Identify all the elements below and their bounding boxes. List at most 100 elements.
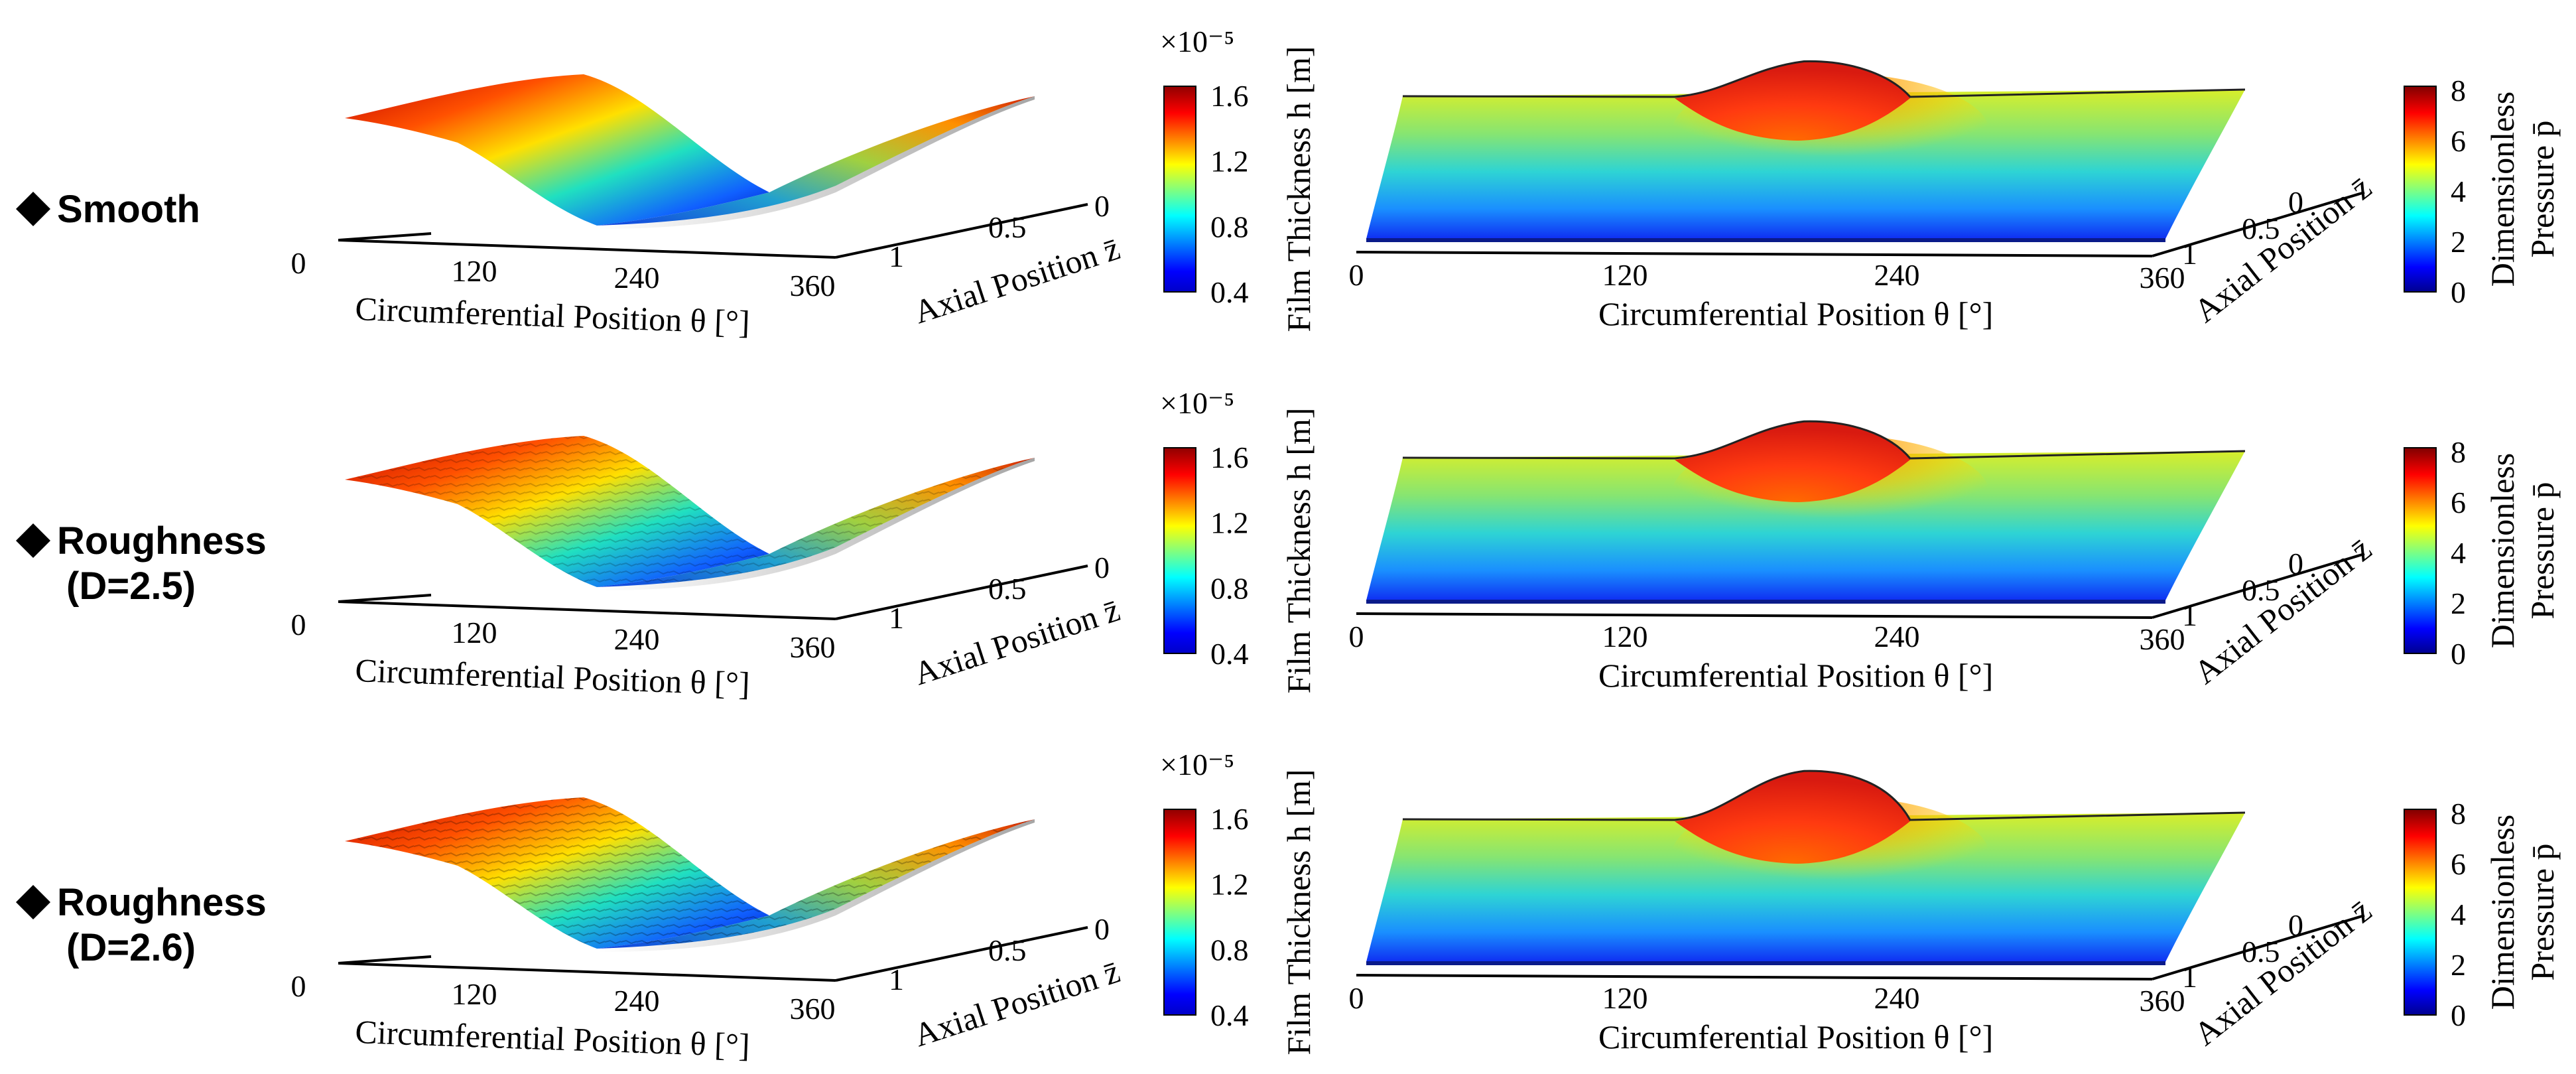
pressure-x-axis-label: Circumferential Position θ [°] bbox=[1598, 1018, 1993, 1055]
film-roughness-texture bbox=[345, 797, 1035, 949]
pressure-z-tick-label: 1 bbox=[2182, 598, 2197, 632]
film-surface-left bbox=[345, 74, 769, 226]
film-x-axis-label: Circumferential Position θ [°] bbox=[355, 290, 751, 341]
film-colorbar-tick: 1.2 bbox=[1210, 145, 1249, 178]
film-x-tick-label: 240 bbox=[614, 261, 660, 295]
pressure-colorbar-label-line2: Pressure p̄ bbox=[2524, 844, 2561, 981]
film-x-tick-label: 120 bbox=[452, 977, 497, 1011]
pressure-x-tick-label: 360 bbox=[2140, 984, 2185, 1018]
film-z-axis-label: Axial Position z̄ bbox=[909, 953, 1124, 1054]
film-z-tick-label: 0 bbox=[1094, 551, 1110, 584]
pressure-z-tick-label: 0.5 bbox=[2242, 935, 2280, 969]
pressure-x-tick-label: 120 bbox=[1602, 981, 1648, 1015]
pressure-x-tick-label: 240 bbox=[1874, 620, 1920, 653]
pressure-x-tick-label: 0 bbox=[1349, 258, 1364, 292]
row-2: Roughness(D=2.5)0 120 240 360Circumferentia… bbox=[16, 386, 2561, 703]
row-sublabel: (D=2.6) bbox=[66, 926, 196, 969]
film-z-axis-line bbox=[835, 565, 1088, 620]
film-colorbar-tick: 1.2 bbox=[1210, 506, 1249, 540]
film-z-tick-label: 0.5 bbox=[988, 572, 1027, 606]
pressure-colorbar-tick: 6 bbox=[2451, 486, 2466, 519]
pressure-colorbar-tick: 8 bbox=[2451, 797, 2466, 831]
row-sublabel: (D=2.5) bbox=[66, 565, 196, 608]
pressure-peak bbox=[1675, 421, 1910, 502]
film-colorbar-tick: 1.2 bbox=[1210, 868, 1249, 902]
pressure-z-tick-label: 0.5 bbox=[2242, 212, 2280, 245]
film-colorbar-exponent: ×10⁻⁵ bbox=[1160, 748, 1234, 781]
film-colorbar-tick: 0.8 bbox=[1210, 210, 1249, 243]
film-colorbar bbox=[1163, 86, 1196, 293]
film-colorbar-label: Film Thickness h [m] bbox=[1280, 46, 1317, 332]
pressure-colorbar-tick: 0 bbox=[2451, 637, 2466, 671]
pressure-x-axis-line bbox=[1356, 251, 2153, 257]
pressure-colorbar-tick: 0 bbox=[2451, 998, 2466, 1032]
film-colorbar-exponent: ×10⁻⁵ bbox=[1160, 25, 1234, 58]
pressure-x-tick-label: 240 bbox=[1874, 258, 1920, 292]
pressure-x-axis-label: Circumferential Position θ [°] bbox=[1598, 295, 1993, 332]
film-x-tick-label: 0 bbox=[291, 608, 306, 641]
film-x-tick-label: 0 bbox=[291, 246, 306, 280]
diamond-bullet-icon bbox=[16, 192, 50, 226]
pressure-x-axis-line bbox=[1356, 974, 2153, 980]
film-z-tick-label: 0 bbox=[1094, 189, 1110, 223]
pressure-z-axis-line bbox=[2152, 191, 2365, 257]
film-back-axis-line bbox=[338, 955, 432, 965]
film-colorbar-label: Film Thickness h [m] bbox=[1280, 407, 1317, 693]
pressure-z-tick-label: 0 bbox=[2288, 908, 2303, 942]
pressure-colorbar-tick: 2 bbox=[2451, 948, 2466, 982]
pressure-colorbar bbox=[2404, 86, 2437, 293]
pressure-colorbar-tick: 6 bbox=[2451, 847, 2466, 881]
pressure-z-axis-label: Axial Position z̄ bbox=[2187, 530, 2378, 691]
row-label: Roughness bbox=[57, 519, 267, 563]
film-colorbar-tick: 1.6 bbox=[1210, 79, 1249, 113]
pressure-plot: 0 120 240 360 Circumferential Position θ [°]… bbox=[1349, 420, 2378, 694]
pressure-plot: 0 120 240 360 Circumferential Position θ [°]… bbox=[1349, 60, 2378, 332]
pressure-colorbar-tick: 4 bbox=[2451, 174, 2466, 208]
diamond-bullet-icon bbox=[16, 885, 50, 919]
film-z-tick-label: 0.5 bbox=[988, 210, 1027, 244]
pressure-z-tick-label: 1 bbox=[2182, 237, 2197, 271]
pressure-colorbar-tick: 0 bbox=[2451, 275, 2466, 309]
film-thickness-plot: 0 120 240 360 Circumferential Position θ [°]… bbox=[291, 74, 1124, 341]
pressure-x-tick-label: 0 bbox=[1349, 981, 1364, 1015]
pressure-x-tick-label: 360 bbox=[2140, 622, 2185, 656]
film-colorbar-tick: 0.8 bbox=[1210, 933, 1249, 967]
film-z-axis-line bbox=[835, 203, 1088, 259]
film-x-axis-line bbox=[338, 600, 836, 620]
film-colorbar-tick: 0.4 bbox=[1210, 998, 1249, 1032]
film-back-axis-line bbox=[338, 232, 432, 241]
film-z-tick-label: 1 bbox=[889, 601, 904, 635]
pressure-peak bbox=[1675, 771, 1910, 864]
film-colorbar-tick: 1.6 bbox=[1210, 802, 1249, 836]
film-x-tick-label: 0 bbox=[291, 969, 306, 1003]
film-colorbar-tick: 0.4 bbox=[1210, 637, 1249, 671]
film-x-axis-line bbox=[338, 239, 836, 259]
pressure-colorbar-label-line1: Dimensionless bbox=[2484, 815, 2521, 1010]
pressure-colorbar-tick: 2 bbox=[2451, 225, 2466, 259]
film-x-tick-label: 240 bbox=[614, 984, 660, 1018]
pressure-x-tick-label: 240 bbox=[1874, 981, 1920, 1015]
film-colorbar-label: Film Thickness h [m] bbox=[1280, 769, 1317, 1055]
film-x-axis-line bbox=[338, 962, 836, 982]
film-x-tick-label: 360 bbox=[790, 992, 836, 1026]
pressure-z-tick-label: 0 bbox=[2288, 185, 2303, 219]
pressure-colorbar-tick: 4 bbox=[2451, 898, 2466, 931]
film-colorbar bbox=[1163, 447, 1196, 654]
pressure-colorbar-tick: 8 bbox=[2451, 74, 2466, 107]
pressure-colorbar bbox=[2404, 447, 2437, 654]
pressure-colorbar-label-line1: Dimensionless bbox=[2484, 92, 2521, 287]
pressure-z-axis-label: Axial Position z̄ bbox=[2187, 892, 2378, 1053]
film-surface-right bbox=[597, 96, 1035, 226]
pressure-x-tick-label: 0 bbox=[1349, 620, 1364, 653]
pressure-surface-edge bbox=[1402, 60, 2246, 98]
pressure-colorbar-label-line2: Pressure p̄ bbox=[2524, 121, 2561, 258]
film-z-axis-line bbox=[835, 926, 1088, 982]
film-colorbar-tick: 1.6 bbox=[1210, 440, 1249, 474]
diamond-bullet-icon bbox=[16, 523, 50, 558]
film-x-tick-label: 240 bbox=[614, 622, 660, 656]
pressure-x-tick-label: 120 bbox=[1602, 258, 1648, 292]
film-x-axis-label: Circumferential Position θ [°] bbox=[355, 1013, 751, 1064]
pressure-z-axis-line bbox=[2152, 553, 2365, 619]
